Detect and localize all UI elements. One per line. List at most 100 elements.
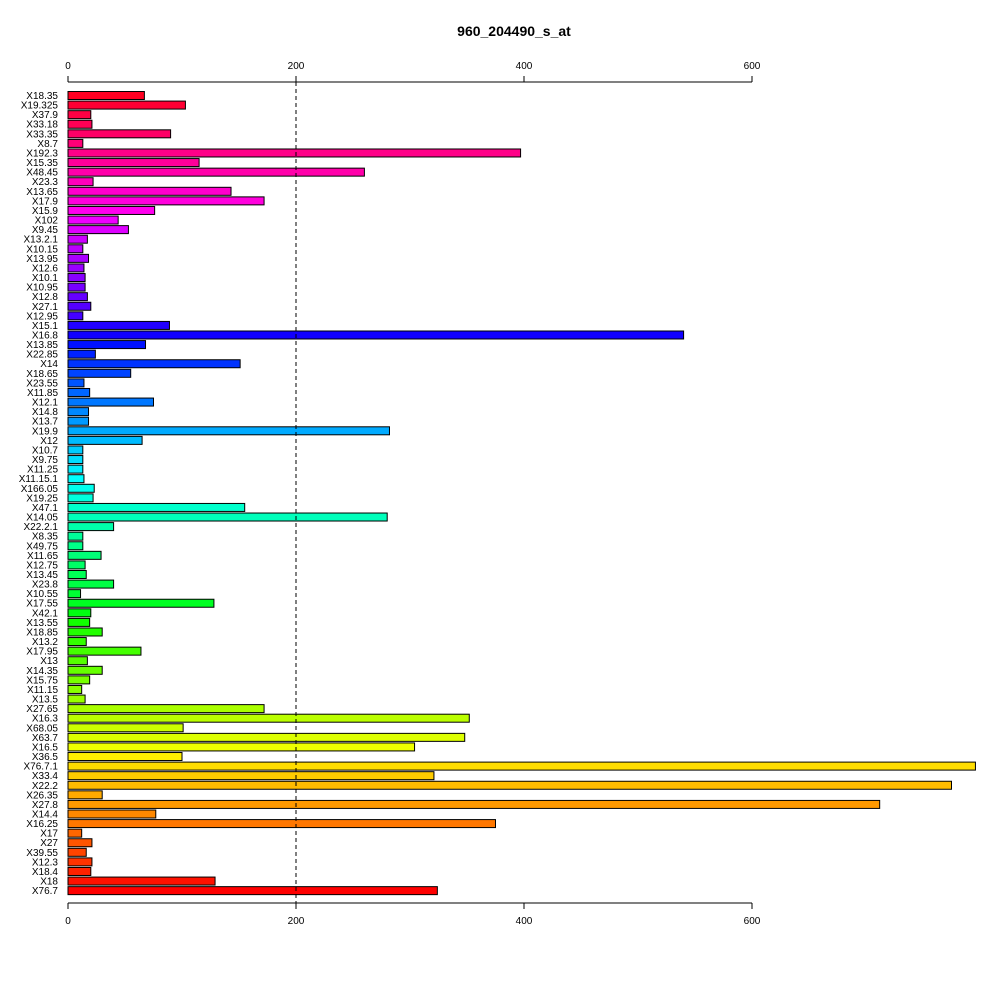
top-axis-tick-label: 600 bbox=[744, 61, 761, 72]
category-label: X37.9 bbox=[32, 110, 59, 121]
category-label: X42.1 bbox=[32, 608, 59, 619]
category-label: X18.65 bbox=[26, 369, 58, 380]
category-label: X27.1 bbox=[32, 302, 59, 313]
category-label: X10.55 bbox=[26, 589, 58, 600]
bar bbox=[67, 646, 142, 656]
bar bbox=[67, 282, 86, 292]
bar bbox=[67, 320, 170, 330]
bar bbox=[67, 311, 84, 321]
category-label: X18.4 bbox=[32, 867, 59, 878]
category-label: X19.325 bbox=[21, 101, 59, 112]
bar bbox=[67, 225, 129, 235]
bar bbox=[67, 110, 92, 120]
category-label: X27.65 bbox=[26, 704, 58, 715]
bar bbox=[67, 435, 143, 445]
category-label: X68.05 bbox=[26, 723, 58, 734]
category-label: X11.25 bbox=[27, 465, 58, 476]
bottom-axis-tick-label: 400 bbox=[516, 916, 533, 927]
bar bbox=[67, 541, 84, 551]
bar bbox=[67, 886, 438, 896]
bar bbox=[67, 196, 265, 206]
bar bbox=[67, 349, 96, 359]
bar bbox=[67, 215, 119, 225]
bar bbox=[67, 119, 93, 129]
bottom-axis: 0 200 400 600 bbox=[65, 902, 761, 927]
category-label: X15.75 bbox=[26, 675, 58, 686]
category-label: X18.85 bbox=[26, 627, 58, 638]
bar bbox=[67, 359, 241, 369]
bar bbox=[67, 416, 90, 426]
category-label: X12.1 bbox=[32, 398, 59, 409]
category-label: X192.3 bbox=[26, 148, 58, 159]
bar bbox=[67, 560, 86, 570]
bar bbox=[67, 876, 216, 886]
category-label: X23.3 bbox=[32, 177, 59, 188]
bar bbox=[67, 340, 147, 350]
category-label: X14 bbox=[40, 359, 58, 370]
category-label: X13.85 bbox=[26, 340, 58, 351]
category-label: X22.2 bbox=[32, 781, 59, 792]
top-axis-tick-label: 200 bbox=[288, 61, 305, 72]
category-label: X13.7 bbox=[32, 417, 59, 428]
category-label: X12.75 bbox=[26, 560, 58, 571]
bar bbox=[67, 752, 183, 762]
bar bbox=[67, 397, 154, 407]
bar bbox=[67, 138, 84, 148]
category-label: X48.45 bbox=[26, 168, 58, 179]
bar bbox=[67, 656, 88, 666]
category-label: X22.85 bbox=[26, 350, 58, 361]
category-label: X33.4 bbox=[32, 771, 59, 782]
bar bbox=[67, 799, 881, 809]
category-labels: X18.35X19.325X37.9X33.18X33.35X8.7X192.3… bbox=[19, 91, 59, 897]
bar bbox=[67, 186, 232, 196]
category-label: X14.4 bbox=[32, 810, 59, 821]
category-label: X12.6 bbox=[32, 263, 59, 274]
category-label: X11.65 bbox=[27, 551, 58, 562]
category-label: X33.35 bbox=[26, 129, 58, 140]
bar bbox=[67, 713, 470, 723]
bar bbox=[67, 493, 94, 503]
category-label: X16.8 bbox=[32, 331, 59, 342]
category-label: X36.5 bbox=[32, 752, 59, 763]
top-axis: 0 200 400 600 bbox=[65, 61, 761, 83]
bar bbox=[67, 780, 952, 790]
bar bbox=[67, 522, 115, 532]
category-label: X63.7 bbox=[32, 733, 59, 744]
category-label: X12.95 bbox=[26, 311, 58, 322]
category-label: X17.95 bbox=[26, 647, 58, 658]
category-label: X16.5 bbox=[32, 742, 59, 753]
bar bbox=[67, 407, 90, 417]
category-label: X27.8 bbox=[32, 800, 59, 811]
bar bbox=[67, 684, 83, 694]
category-label: X12 bbox=[40, 436, 58, 447]
bar bbox=[67, 368, 132, 378]
category-label: X76.7.1 bbox=[24, 762, 59, 773]
category-label: X10.15 bbox=[26, 244, 58, 255]
category-label: X14.8 bbox=[32, 407, 59, 418]
bar bbox=[67, 704, 265, 714]
bottom-axis-tick-label: 600 bbox=[744, 916, 761, 927]
bar bbox=[67, 761, 976, 771]
bar bbox=[67, 790, 103, 800]
category-label: X13.55 bbox=[26, 618, 58, 629]
bar bbox=[67, 378, 85, 388]
category-label: X12.8 bbox=[32, 292, 59, 303]
category-label: X26.35 bbox=[26, 790, 58, 801]
bar bbox=[67, 723, 184, 733]
bar bbox=[67, 148, 522, 158]
category-label: X15.35 bbox=[26, 158, 58, 169]
category-label: X14.05 bbox=[26, 513, 58, 524]
category-label: X16.3 bbox=[32, 714, 59, 725]
bar bbox=[67, 617, 91, 627]
bar bbox=[67, 244, 84, 254]
bar bbox=[67, 100, 186, 110]
category-label: X39.55 bbox=[26, 848, 58, 859]
bar bbox=[67, 253, 90, 263]
category-label: X47.1 bbox=[32, 503, 59, 514]
bar bbox=[67, 129, 172, 139]
category-label: X13.45 bbox=[26, 570, 58, 581]
bar bbox=[67, 589, 82, 599]
bars-group bbox=[67, 91, 976, 896]
bar bbox=[67, 301, 92, 311]
